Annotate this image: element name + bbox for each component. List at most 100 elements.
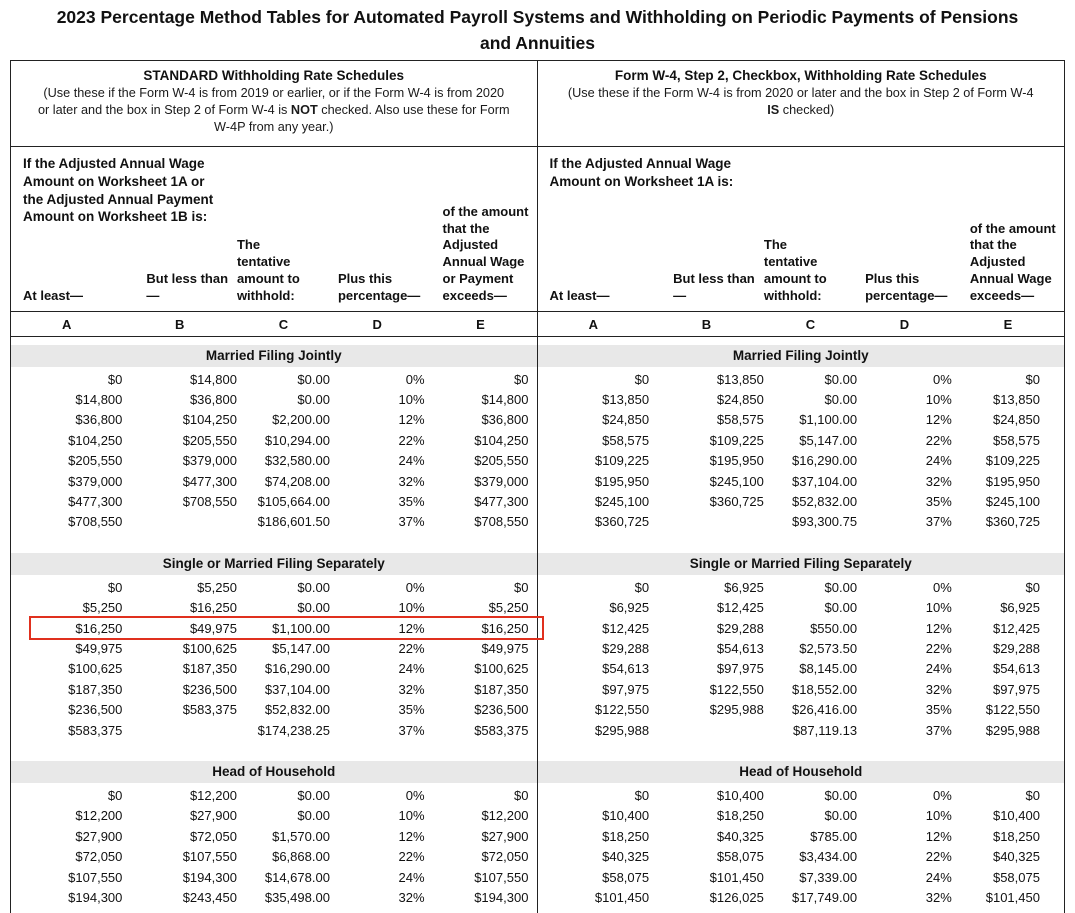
cell-at-least: $97,975 [602,681,650,697]
cell-exceeds: $29,288 [992,640,1040,656]
cell-tentative-amount: $0.00 [297,579,330,595]
column-letters-left: A B C D E [11,311,537,337]
caption-at-least: At least— [549,288,610,304]
cell-tentative-amount: $0.00 [824,600,858,616]
cell-but-less-than: $379,000 [182,453,237,469]
cell-at-least: $0 [107,371,123,387]
section-title: Married Filing Jointly [537,345,1064,367]
cell-tentative-amount: $6,868.00 [272,849,330,865]
column-letter-c: C [278,316,289,332]
table-row: $101,450 $126,025 $17,749.00 32% $101,45… [538,887,1065,907]
cell-but-less-than: $16,250 [189,600,237,616]
table-row: $236,500 $583,375 $52,832.00 35% $236,50… [11,699,537,719]
cell-but-less-than: $24,850 [716,392,764,408]
table-row: $360,725 $93,300.75 37% $360,725 [538,512,1065,532]
cell-percentage: 22% [925,849,952,865]
cell-exceeds: $708,550 [474,514,529,530]
cell-percentage: 32% [925,889,952,905]
cell-percentage: 24% [398,453,425,469]
table-row: $477,300 $708,550 $105,664.00 35% $477,3… [11,491,537,511]
table-row: $12,200 $27,900 $0.00 10% $12,200 [11,806,537,826]
withholding-tables-frame: STANDARD Withholding Rate Schedules (Use… [10,60,1065,913]
cell-percentage: 24% [925,661,952,677]
table-row: $14,800 $36,800 $0.00 10% $14,800 [11,389,537,409]
cell-tentative-amount: $37,104.00 [264,681,330,697]
cell-percentage: 0% [405,579,425,595]
cell-exceeds: $100,625 [474,661,529,677]
caption-tentative-amount: The tentative amount to withhold: [763,237,827,304]
cell-at-least: $122,550 [594,702,650,718]
column-letter-c: C [805,316,816,332]
cell-tentative-amount: $0.00 [297,600,330,616]
cell-tentative-amount: $14,678.00 [264,869,330,885]
cell-exceeds: $236,500 [474,702,529,718]
cell-percentage: 32% [925,681,952,697]
cell-tentative-amount: $186,601.50 [257,514,330,530]
cell-at-least: $13,850 [602,392,650,408]
cell-percentage: 10% [398,392,425,408]
cell-exceeds: $58,075 [992,869,1040,885]
cell-exceeds: $122,550 [985,702,1040,718]
cell-at-least: $0 [634,579,650,595]
cell-but-less-than: $10,400 [716,787,764,803]
cell-percentage: 12% [925,828,952,844]
caption-but-less-than: But less than— [673,271,755,304]
cell-exceeds: $97,975 [992,681,1040,697]
cell-exceeds: $12,425 [992,620,1040,636]
column-letter-a: A [588,316,598,332]
table-row: $12,425 $29,288 $550.00 12% $12,425 [538,618,1065,638]
cell-but-less-than: $195,950 [709,453,764,469]
table-row: $245,100 $360,725 $52,832.00 35% $245,10… [538,491,1065,511]
table-row: $10,400 $18,250 $0.00 10% $10,400 [538,806,1065,826]
cell-but-less-than: $187,350 [182,661,237,677]
cell-but-less-than: $109,225 [709,432,764,448]
cell-percentage: 0% [933,371,952,387]
cell-but-less-than: $360,725 [709,494,764,510]
cell-but-less-than: $58,075 [716,849,764,865]
table-row: $194,300 $243,450 $35,498.00 32% $194,30… [11,887,537,907]
cell-at-least: $0 [634,371,650,387]
cell-but-less-than: $29,288 [716,620,764,636]
cell-percentage: 10% [925,808,952,824]
table-row: $195,950 $245,100 $37,104.00 32% $195,95… [538,471,1065,491]
table-row: $0 $5,250 $0.00 0% $0 [11,577,537,597]
column-headers-right: If the Adjusted Annual Wage Amount on Wo… [538,147,1065,311]
cell-tentative-amount: $18,552.00 [791,681,858,697]
cell-at-least: $0 [107,579,123,595]
column-letter-a: A [62,316,72,332]
cell-at-least: $708,550 [68,514,123,530]
table-row: $122,550 $295,988 $26,416.00 35% $122,55… [538,699,1065,719]
cell-percentage: 24% [398,661,425,677]
column-letter-e: E [1003,316,1013,332]
intro-text: If the Adjusted Annual Wage Amount on Wo… [549,156,734,189]
cell-tentative-amount: $0.00 [824,579,858,595]
cell-percentage: 12% [925,412,952,428]
table-row: $18,250 $40,325 $785.00 12% $18,250 [538,826,1065,846]
table-row: $708,550 $186,601.50 37% $708,550 [11,512,537,532]
cell-tentative-amount: $1,100.00 [799,412,858,428]
cell-at-least: $40,325 [602,849,650,865]
table-row: $58,075 $101,450 $7,339.00 24% $58,075 [538,867,1065,887]
cell-tentative-amount: $52,832.00 [264,702,330,718]
cell-but-less-than: $18,250 [716,808,764,824]
cell-exceeds: $0 [513,371,529,387]
cell-at-least: $18,250 [602,828,650,844]
cell-exceeds: $24,850 [992,412,1040,428]
cell-but-less-than: $245,100 [709,473,764,489]
cell-percentage: 0% [933,579,952,595]
section-rows: $0 $5,250 $0.00 0% $0 $5,250 $16,250 $0.… [11,577,544,740]
section-rows: $0 $14,800 $0.00 0% $0 $14,800 $36,800 $… [11,369,537,532]
section-head-of-household: Head of Household $0 $12,200 $0.00 0% $0… [11,761,537,907]
cell-at-least: $583,375 [68,722,123,738]
table-row: $40,325 $58,075 $3,434.00 22% $40,325 [538,846,1065,866]
cell-exceeds: $27,900 [481,828,529,844]
cell-percentage: 0% [405,371,425,387]
cell-at-least: $24,850 [602,412,650,428]
column-headers-left: If the Adjusted Annual Wage Amount on Wo… [11,147,537,311]
cell-but-less-than: $13,850 [716,371,764,387]
cell-tentative-amount: $105,664.00 [257,494,330,510]
cell-exceeds: $379,000 [474,473,529,489]
cell-but-less-than: $12,200 [189,787,237,803]
section-title: Married Filing Jointly [11,345,537,367]
cell-but-less-than: $97,975 [716,661,764,677]
